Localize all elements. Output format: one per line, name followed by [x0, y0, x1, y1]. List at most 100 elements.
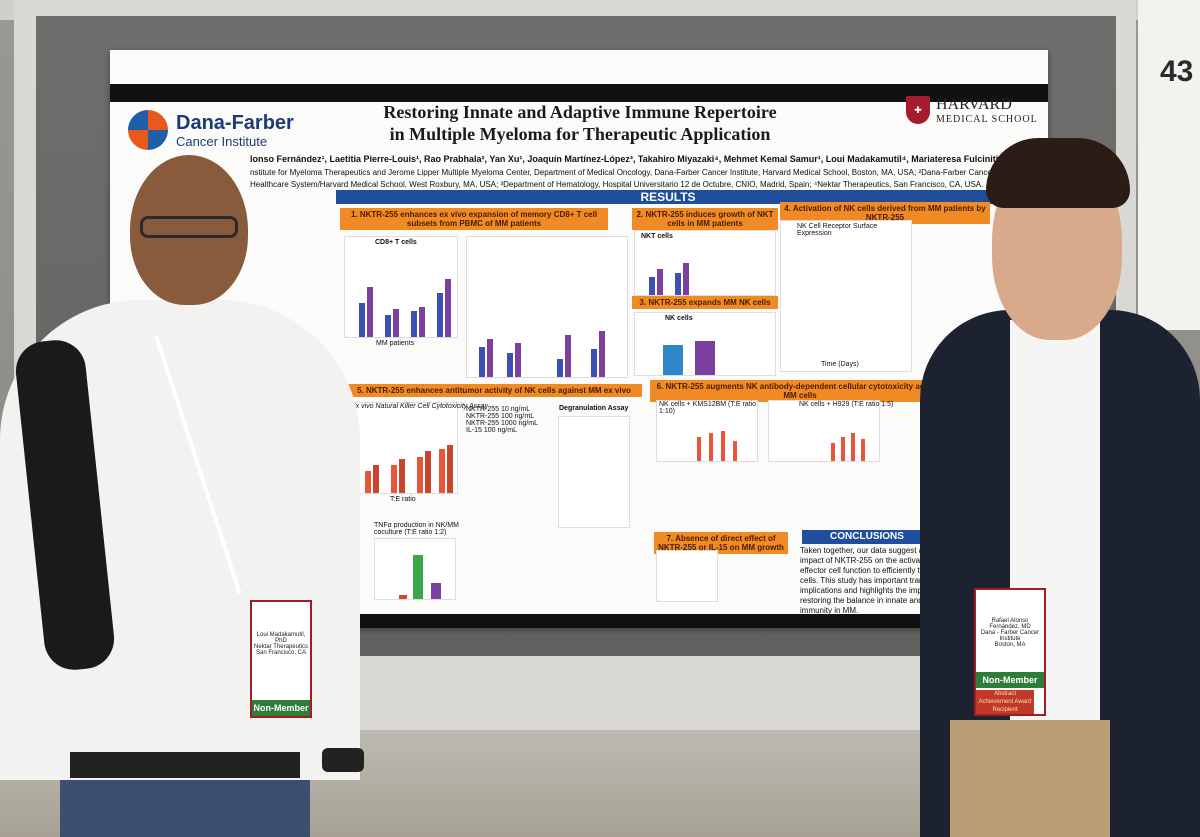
board-number-sign: 43 — [1160, 55, 1194, 88]
section-2-header: 2. NKTR-255 induces growth of NKT cells … — [632, 208, 778, 230]
bar — [447, 445, 453, 493]
conclusions-line: restoring the balance in innate and adap — [800, 596, 943, 605]
cytotoxicity-chart: Ex vivo Natural Killer Cell Cytotoxicity… — [346, 402, 488, 494]
glasses-icon — [140, 216, 238, 238]
badge-name: Rafael Alonso Fernández, MD — [989, 618, 1031, 630]
harvard-sub: MEDICAL SCHOOL — [936, 114, 1038, 125]
bar — [733, 441, 737, 461]
bar — [851, 433, 855, 461]
badge-name: Loui Madakamutil, PhD — [256, 632, 306, 644]
section-3-header: 3. NKTR-255 expands MM NK cells — [632, 296, 778, 309]
bar — [393, 309, 399, 337]
bar — [445, 279, 451, 337]
bar — [419, 307, 425, 337]
bar — [399, 459, 405, 493]
bar — [683, 263, 689, 295]
tnf-chart — [374, 538, 456, 600]
nk-chart-title: NK cells — [665, 315, 693, 322]
bar — [721, 431, 725, 461]
conclusions-line: implications and highlights the importan… — [800, 586, 949, 595]
mm-growth-chart — [656, 550, 718, 602]
h929-chart-title: NK cells + H929 (T:E ratio 1:5) — [799, 401, 894, 408]
cd8-chart-title: CD8+ T cells — [375, 239, 417, 246]
conclusions-line: Taken together, our data suggest a signi… — [800, 546, 946, 555]
conclusions-header: CONCLUSIONS — [802, 530, 932, 544]
bar — [565, 335, 571, 377]
badge-org: Nektar Therapeutics — [254, 644, 308, 650]
poster-title-line-2: in Multiple Myeloma for Therapeutic Appl… — [389, 124, 771, 144]
receptor-chart-xlabel: Time (Days) — [821, 361, 859, 368]
bar — [437, 293, 443, 337]
degranulation-chart-title: Degranulation Assay — [559, 405, 629, 412]
cd8-chart: CD8+ T cells — [344, 236, 458, 338]
harvard-shield-icon: ✚ — [906, 96, 930, 124]
bar — [591, 349, 597, 377]
legend-item: NKTR-255 10 ng/mL — [466, 406, 531, 413]
conclusions-line: immunity in MM. — [800, 606, 859, 615]
bar — [675, 273, 681, 295]
tnf-chart-title: TNFα production in NK/MM coculture (T:E … — [374, 522, 459, 536]
cd8-chart-xlabel: MM patients — [376, 340, 415, 347]
bar — [417, 457, 423, 493]
poster-top-bar — [110, 84, 1048, 102]
bar — [479, 347, 485, 377]
receptor-expression-chart: NK Cell Receptor Surface Expression Time… — [780, 220, 912, 372]
pants — [950, 720, 1110, 837]
cytotoxicity-chart-xlabel: T:E ratio — [390, 496, 416, 503]
legend-item: IL-15 100 ng/mL — [466, 427, 517, 434]
section-1-header: 1. NKTR-255 enhances ex vivo expansion o… — [340, 208, 608, 230]
cytotoxicity-legend: NKTR-255 10 ng/mL NKTR-255 100 ng/mL NKT… — [466, 406, 546, 434]
bar — [431, 583, 441, 599]
conclusions-line: cells. This study has important translat — [800, 576, 936, 585]
nkt-chart-title: NKT cells — [641, 233, 673, 240]
kms-adcc-chart: NK cells + KMS12BM (T:E ratio 1:10) — [656, 400, 758, 462]
left-badge-text: Loui Madakamutil, PhD Nektar Therapeutic… — [254, 632, 308, 656]
right-badge-text: Rafael Alonso Fernández, MD Dana - Farbe… — [978, 618, 1042, 648]
nkt-chart: NKT cells — [634, 230, 776, 296]
left-name-badge — [250, 600, 312, 718]
side-wall — [1138, 0, 1200, 330]
section-6-header: 6. NKTR-255 augments NK antibody-depende… — [650, 380, 950, 402]
bar — [861, 439, 865, 461]
bar — [487, 339, 493, 377]
conclusions-line: impact of NKTR-255 on the activation — [800, 556, 933, 565]
bar — [599, 331, 605, 377]
bar — [425, 451, 431, 493]
bar — [663, 345, 683, 375]
legend-item: NKTR-255 1000 ng/mL — [466, 420, 538, 427]
bar — [365, 471, 371, 493]
bar — [697, 437, 701, 461]
section-4-header: 4. Activation of NK cells derived from M… — [780, 202, 990, 224]
badge-org: Dana - Farber Cancer Institute — [980, 630, 1040, 642]
right-person-hair — [986, 138, 1130, 208]
bar — [831, 443, 835, 461]
bar — [557, 359, 563, 377]
right-badge-membership: Non-Member — [976, 672, 1044, 688]
award-ribbon: Abstract Achievement Award Recipient — [976, 690, 1034, 714]
bar — [391, 465, 397, 493]
legend-item: NKTR-255 100 ng/mL — [466, 413, 535, 420]
harvard-name: HARVARD — [936, 96, 1012, 113]
bar — [657, 269, 663, 295]
poster-authors: lonso Fernández¹, Laetitia Pierre-Louis¹… — [250, 154, 1030, 164]
jeans — [60, 780, 310, 837]
nk-chart: NK cells — [634, 312, 776, 376]
kms-chart-title: NK cells + KMS12BM (T:E ratio 1:10) — [659, 401, 757, 415]
badge-city: Boston, MA — [994, 642, 1026, 648]
results-header: RESULTS — [336, 190, 1000, 204]
bar — [413, 555, 423, 599]
bar — [411, 311, 417, 337]
belt — [70, 752, 300, 778]
bar — [373, 465, 379, 493]
poster-affiliation-1: nstitute for Myeloma Therapeutics and Je… — [250, 168, 1030, 177]
bar — [359, 303, 365, 337]
dana-farber-logo-icon — [128, 110, 168, 150]
receptor-chart-title: NK Cell Receptor Surface Expression — [797, 223, 878, 237]
bar — [507, 353, 513, 377]
degranulation-chart: Degranulation Assay — [558, 405, 630, 528]
badge-city: San Francisco, CA — [255, 650, 307, 656]
watch-icon — [322, 748, 364, 772]
bar — [649, 277, 655, 295]
bar — [709, 433, 713, 461]
conclusions-line: effector cell function to efficiently ta… — [800, 566, 939, 575]
